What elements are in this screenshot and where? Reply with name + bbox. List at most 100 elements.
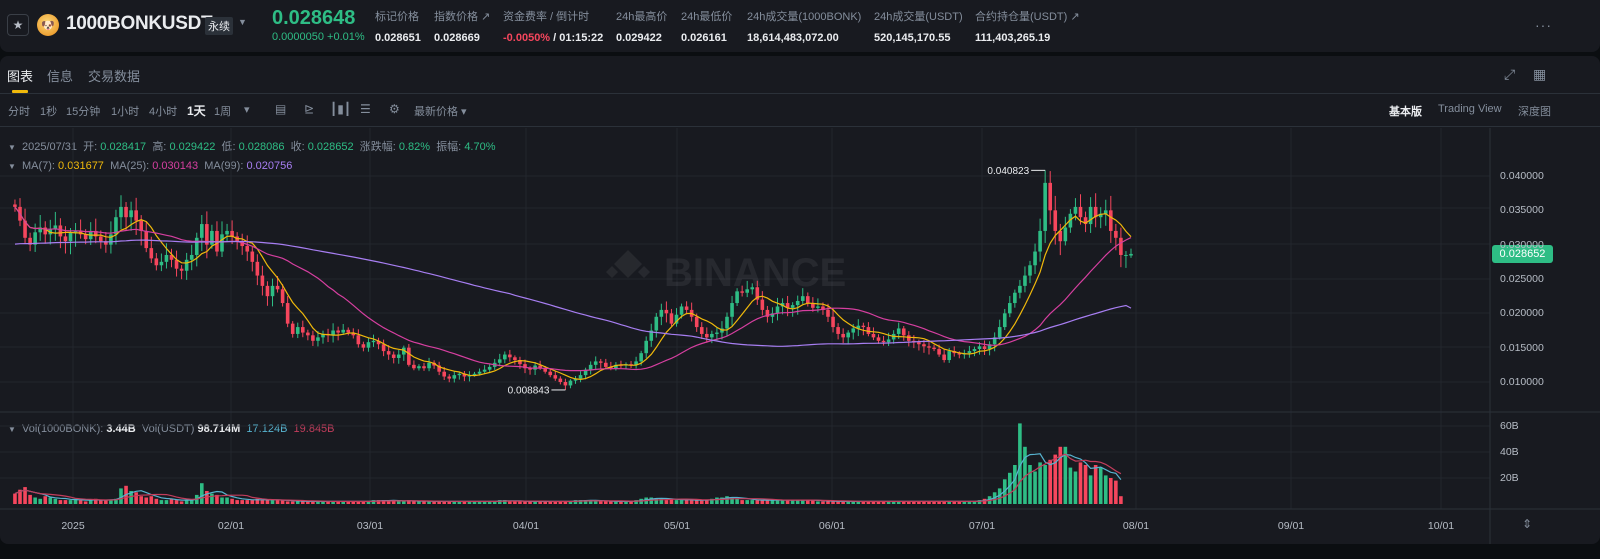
tab-2[interactable]: 交易数据 [88,69,141,84]
chart-toolbar: 分时 1秒 15分钟 1小时 4小时 1天 1周 ▾ ▤ ⊵ ┃▮┃ ☰ ⚙ 最新价格 ▾ 基本版 Tr… [0,94,1600,127]
view-mode-option[interactable]: 基本版 [1389,106,1422,118]
close-value: 0.028652 [307,141,354,153]
stat-label: 24h最高价 [616,11,668,23]
stat-label: 24h成交量(USDT) [874,11,963,23]
more-options-button[interactable]: ··· [1535,17,1552,33]
date-tick: 03/01 [356,520,384,532]
open-value: 0.028417 [100,141,147,153]
ohlc-date: 2025/07/31 [21,141,78,153]
ma99-value: 0.020756 [246,160,293,172]
price-type-dropdown[interactable]: 最新价格 ▾ [414,106,467,118]
price-tick: 0.010000 [1500,376,1544,388]
stat-value-text: 0.029422 [616,32,662,44]
current-price-tag: 0.028652 [1492,245,1553,263]
settings-list-icon[interactable]: ☰ [360,102,371,116]
coin-logo: 🐶 [37,14,59,36]
funding-rate-value: -0.0050% [503,32,551,44]
stat-label: 24h成交量(1000BONK) [747,11,862,23]
stat-value-text: 0.028651 [375,32,421,44]
star-icon: ★ [12,18,24,32]
date-tick: 2025 [61,520,85,532]
timeframe-option[interactable]: 1周 [214,106,232,118]
fullscreen-expand-icon[interactable]: ⤢ [1504,66,1516,82]
vol-usdt-label: Vol(USDT) [141,423,195,435]
symbol-name[interactable]: 1000BONKUSDT [66,13,213,34]
volume-tick: 60B [1500,420,1519,432]
candle-type-icon[interactable]: ┃▮┃ [330,102,352,116]
stat-value-text: / 01:15:22 [550,32,604,44]
ticker-stat: 24h最低价 0.026161 [681,8,732,44]
timeframe-option[interactable]: 1小时 [111,106,140,118]
timeframe-option[interactable]: 1天 [187,104,206,118]
stat-value: -0.0050% / 01:15:22 [503,32,603,44]
date-tick: 05/01 [663,520,691,532]
bonk-logo-icon: 🐶 [41,19,55,32]
stat-label: 资金费率 / 倒计时 [503,11,590,23]
ticker-stat: 资金费率 / 倒计时 -0.0050% / 01:15:22 [503,8,603,44]
timeframe-option[interactable]: 15分钟 [66,106,101,118]
collapse-caret-icon[interactable]: ▼ [8,425,16,434]
gear-icon[interactable]: ⚙ [389,102,400,116]
stat-value: 18,614,483,072.00 [747,32,861,44]
stat-label: 标记价格 [375,11,419,23]
stat-label: 指数价格 ↗ [434,11,491,23]
favorite-button[interactable]: ★ [7,14,29,36]
stat-value: 0.026161 [681,32,732,44]
tab-0[interactable]: 图表 [7,69,34,84]
stat-value: 0.029422 [616,32,667,44]
close-label: 收: [290,141,305,153]
timeframe-option[interactable]: 1秒 [40,106,58,118]
date-tick: 09/01 [1277,520,1305,532]
date-tick: 07/01 [968,520,996,532]
ticker-stat: 标记价格 0.028651 [375,8,421,44]
timeframe-option[interactable]: ▾ [244,104,250,116]
symbol-dropdown-caret-icon[interactable]: ▼ [238,17,247,27]
ticker-stat: 指数价格 ↗ 0.028669 [434,8,490,44]
ma7-label: MA(7): [21,160,55,172]
timeframe-option[interactable]: 分时 [8,106,30,118]
stat-value-text: 18,614,483,072.00 [747,32,839,44]
stat-value-text: 0.026161 [681,32,727,44]
collapse-caret-icon[interactable]: ▼ [8,143,16,152]
amplitude-value: 4.70% [464,141,496,153]
last-price: 0.028648 [272,7,356,29]
view-mode-option[interactable]: 深度图 [1518,106,1551,118]
collapse-caret-icon[interactable]: ▼ [8,162,16,171]
price-tick: 0.040000 [1500,170,1544,182]
stat-value: 520,145,170.55 [874,32,963,44]
view-mode-option[interactable]: Trading View [1438,103,1502,115]
stat-value-text: 0.028669 [434,32,480,44]
timeframe-option[interactable]: 4小时 [149,106,178,118]
price-tick: 0.030000 [1500,238,1544,251]
ma25-label: MA(25): [110,160,150,172]
price-tick: 0.035000 [1500,204,1544,217]
price-tick: 0.020000 [1500,307,1544,320]
chart-tabs: 图表 信息 交易数据 ⤢ ▦ [0,56,1600,94]
price-tick: 0.025000 [1500,273,1544,285]
date-tick: 08/01 [1122,520,1150,532]
stat-value: 0.028669 [434,32,490,44]
indicator-icon[interactable]: ⊵ [304,102,315,116]
date-tick: 10/01 [1427,520,1455,532]
auto-scale-icon[interactable]: ⇕ [1522,517,1533,531]
ma7-value: 0.031677 [58,160,104,172]
calendar-icon[interactable]: ▤ [275,102,287,116]
amplitude-label: 振幅: [436,141,462,153]
ma99-label: MA(99): [204,160,244,172]
stat-label: 合约持仓量(USDT) ↗ [975,11,1080,23]
stat-value: 111,403,265.19 [975,32,1080,44]
layout-grid-icon[interactable]: ▦ [1533,66,1547,82]
tab-1[interactable]: 信息 [47,69,74,84]
price-tick: 0.015000 [1500,341,1544,354]
vol-usdt-value: 98.714M [197,423,241,435]
high-label: 高: [152,141,167,153]
change-value: 0.82% [398,141,431,153]
low-value: 0.028086 [238,141,285,153]
ticker-stat: 24h成交量(USDT) 520,145,170.55 [874,8,963,44]
date-tick: 06/01 [818,520,846,532]
volume-tick: 20B [1500,472,1519,484]
date-tick: 04/01 [512,520,540,532]
ticker-stat: 24h最高价 0.029422 [616,8,667,44]
vol-base-value: 3.44B [106,423,136,435]
chart-panel: 图表 信息 交易数据 ⤢ ▦ 分时 1秒 15分钟 1小时 4小时 1天 1周 ▾ ▤ ⊵ ┃▮┃ ☰ ⚙… [0,56,1600,544]
